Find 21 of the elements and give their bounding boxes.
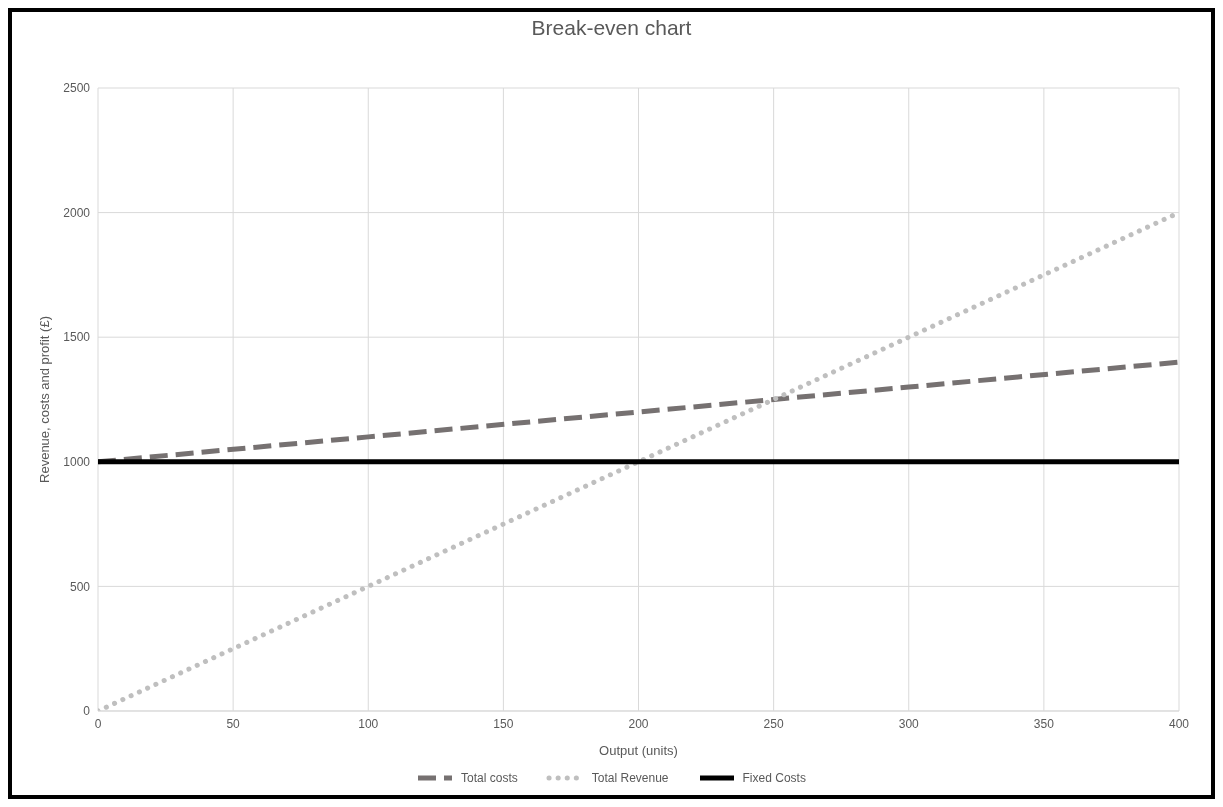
x-axis-title: Output (units) bbox=[599, 743, 678, 758]
y-tick-label: 2500 bbox=[63, 81, 91, 96]
y-tick-label: 500 bbox=[69, 579, 91, 594]
x-tick-label: 200 bbox=[628, 716, 649, 731]
x-tick-label: 150 bbox=[493, 716, 514, 731]
x-tick-label: 100 bbox=[358, 716, 379, 731]
legend-label: Fixed Costs bbox=[742, 771, 806, 785]
x-tick-label: 50 bbox=[226, 716, 241, 731]
x-tick-label: 350 bbox=[1033, 716, 1055, 731]
legend-label: Total costs bbox=[461, 771, 518, 785]
x-tick-label: 300 bbox=[898, 716, 920, 731]
y-tick-label: 2000 bbox=[63, 205, 91, 220]
x-tick-label: 400 bbox=[1168, 716, 1190, 731]
y-tick-label: 1500 bbox=[63, 330, 91, 345]
legend-label: Total Revenue bbox=[591, 771, 669, 785]
x-tick-label: 250 bbox=[763, 716, 784, 731]
y-tick-label: 0 bbox=[83, 704, 91, 719]
y-axis-title: Revenue, costs and profit (£) bbox=[36, 316, 52, 483]
chart-title: Break-even chart bbox=[530, 16, 693, 40]
y-tick-label: 1000 bbox=[63, 455, 91, 470]
x-tick-label: 0 bbox=[94, 716, 102, 731]
